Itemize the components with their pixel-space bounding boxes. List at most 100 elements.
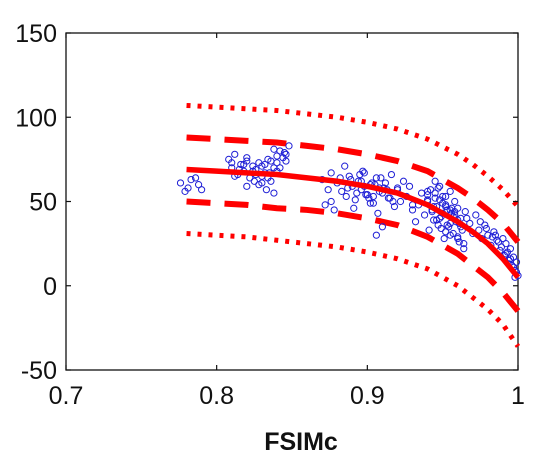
data-point bbox=[461, 208, 469, 216]
data-point bbox=[455, 238, 463, 246]
data-point bbox=[369, 199, 377, 207]
series-layer bbox=[176, 102, 522, 348]
data-point bbox=[350, 204, 358, 212]
data-point bbox=[378, 223, 386, 231]
data-point bbox=[387, 170, 396, 179]
data-point bbox=[176, 179, 185, 187]
inner-bounds-group bbox=[186, 134, 521, 313]
data-point bbox=[502, 240, 510, 248]
data-point bbox=[321, 201, 329, 209]
fit-curve-line bbox=[186, 166, 521, 280]
data-point bbox=[446, 187, 454, 195]
y-tick-label: 150 bbox=[15, 20, 57, 48]
data-point bbox=[360, 169, 368, 177]
data-point bbox=[327, 197, 335, 206]
data-point bbox=[327, 169, 335, 177]
ticks-layer: 0.7 0.8 0.9 1 -50 0 50 100 150 bbox=[15, 20, 525, 410]
data-point bbox=[324, 186, 332, 194]
data-point bbox=[187, 176, 195, 184]
data-point bbox=[184, 184, 192, 192]
data-point bbox=[338, 187, 346, 195]
data-point bbox=[491, 231, 499, 239]
data-point bbox=[431, 194, 439, 202]
data-point bbox=[484, 231, 492, 239]
data-point bbox=[282, 157, 290, 165]
data-point bbox=[454, 233, 462, 241]
data-point bbox=[437, 224, 445, 233]
data-point bbox=[408, 206, 417, 214]
data-point bbox=[240, 160, 248, 169]
data-point bbox=[472, 211, 480, 219]
data-point bbox=[345, 172, 353, 180]
data-point bbox=[476, 218, 484, 226]
y-tick-label: 50 bbox=[29, 189, 57, 217]
data-point bbox=[372, 231, 380, 239]
data-point bbox=[506, 245, 515, 253]
data-point bbox=[499, 234, 507, 243]
data-point bbox=[237, 160, 245, 169]
data-point bbox=[386, 194, 394, 202]
data-point bbox=[390, 202, 399, 211]
data-point bbox=[482, 224, 490, 233]
data-point bbox=[243, 154, 251, 162]
data-point bbox=[270, 189, 278, 197]
data-point bbox=[446, 231, 454, 239]
data-point bbox=[451, 197, 459, 206]
data-point bbox=[396, 197, 405, 206]
data-point bbox=[411, 218, 420, 226]
data-point bbox=[353, 189, 361, 197]
data-point bbox=[481, 221, 489, 229]
x-tick-label: 1 bbox=[511, 382, 525, 410]
data-point bbox=[424, 191, 432, 199]
data-point bbox=[255, 181, 263, 189]
data-point bbox=[442, 192, 450, 201]
data-point bbox=[442, 202, 450, 211]
data-point bbox=[460, 240, 468, 248]
y-tick-label: 0 bbox=[43, 273, 57, 301]
data-point bbox=[436, 182, 444, 190]
data-point bbox=[443, 221, 451, 229]
fit-curve-group bbox=[186, 166, 521, 280]
data-point bbox=[425, 226, 433, 234]
data-point bbox=[280, 149, 289, 157]
data-point bbox=[363, 191, 371, 199]
data-point bbox=[228, 159, 236, 167]
x-axis-label: FSIMc bbox=[264, 428, 338, 456]
x-tick-label: 0.7 bbox=[49, 382, 84, 410]
data-point bbox=[250, 177, 258, 185]
inner-bound-lower-line bbox=[186, 198, 521, 313]
data-point bbox=[399, 177, 408, 185]
y-tick-label: -50 bbox=[21, 357, 57, 385]
data-point bbox=[351, 196, 359, 204]
data-point bbox=[460, 245, 468, 253]
data-point bbox=[191, 174, 200, 182]
data-point bbox=[231, 150, 239, 158]
y-tick-label: 100 bbox=[15, 104, 57, 132]
data-point bbox=[502, 250, 510, 258]
data-point bbox=[342, 192, 350, 201]
data-point bbox=[442, 228, 450, 236]
data-point bbox=[490, 228, 498, 236]
data-point bbox=[497, 243, 506, 251]
data-point bbox=[439, 192, 447, 201]
data-point bbox=[451, 208, 459, 216]
data-point bbox=[330, 206, 338, 214]
data-point bbox=[341, 162, 349, 170]
data-point bbox=[434, 184, 442, 192]
data-point bbox=[436, 214, 444, 222]
data-point bbox=[243, 182, 251, 190]
data-point bbox=[285, 142, 293, 150]
data-point bbox=[267, 157, 275, 165]
data-point bbox=[381, 179, 390, 187]
data-point bbox=[262, 186, 270, 194]
data-point bbox=[506, 255, 515, 263]
data-point bbox=[463, 214, 471, 222]
data-point bbox=[446, 206, 454, 214]
data-point bbox=[198, 186, 206, 194]
data-point bbox=[440, 234, 448, 243]
data-point bbox=[431, 177, 439, 185]
data-point bbox=[372, 174, 380, 182]
x-tick-label: 0.8 bbox=[199, 382, 234, 410]
